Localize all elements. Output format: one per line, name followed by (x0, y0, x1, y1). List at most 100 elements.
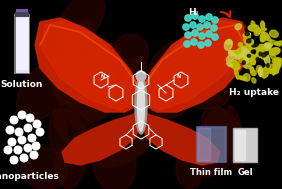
Ellipse shape (244, 65, 252, 69)
Ellipse shape (243, 58, 249, 64)
Ellipse shape (246, 49, 252, 53)
Circle shape (184, 41, 190, 47)
Ellipse shape (167, 81, 199, 99)
Polygon shape (35, 18, 141, 112)
Ellipse shape (81, 136, 148, 162)
Ellipse shape (250, 56, 254, 62)
Circle shape (15, 128, 23, 136)
Ellipse shape (250, 67, 254, 72)
Circle shape (4, 146, 12, 154)
Ellipse shape (244, 53, 251, 59)
Circle shape (28, 134, 36, 142)
Circle shape (24, 124, 32, 132)
Ellipse shape (261, 33, 269, 40)
Ellipse shape (244, 44, 253, 51)
Bar (233, 128, 257, 162)
Ellipse shape (251, 21, 255, 27)
Ellipse shape (250, 49, 259, 57)
Ellipse shape (235, 46, 244, 54)
Ellipse shape (160, 67, 229, 109)
Ellipse shape (245, 32, 249, 36)
Ellipse shape (254, 28, 261, 36)
Ellipse shape (139, 74, 207, 92)
Ellipse shape (249, 47, 261, 54)
Ellipse shape (92, 135, 136, 189)
Bar (15, 12, 29, 17)
Ellipse shape (249, 53, 255, 65)
Ellipse shape (253, 49, 263, 58)
Circle shape (199, 33, 205, 39)
Circle shape (185, 32, 191, 38)
Ellipse shape (63, 19, 93, 61)
Circle shape (192, 13, 198, 19)
Bar (16, 9, 28, 16)
Ellipse shape (263, 33, 271, 42)
Ellipse shape (270, 53, 276, 61)
Ellipse shape (253, 50, 255, 54)
Ellipse shape (272, 58, 282, 64)
Ellipse shape (248, 40, 254, 46)
Circle shape (33, 120, 41, 128)
Text: Thin film: Thin film (190, 168, 232, 177)
Ellipse shape (54, 108, 87, 148)
Ellipse shape (213, 37, 242, 77)
Bar (235, 130, 245, 160)
Ellipse shape (254, 48, 262, 53)
Circle shape (36, 128, 44, 136)
Ellipse shape (54, 83, 98, 143)
Ellipse shape (242, 47, 250, 58)
Polygon shape (62, 110, 141, 165)
Text: N: N (177, 74, 181, 80)
Ellipse shape (224, 39, 232, 50)
Ellipse shape (270, 40, 281, 46)
Circle shape (10, 156, 18, 164)
Ellipse shape (258, 48, 265, 55)
Ellipse shape (251, 50, 254, 53)
Circle shape (211, 25, 217, 31)
Ellipse shape (248, 53, 254, 57)
Circle shape (18, 136, 26, 144)
Ellipse shape (155, 68, 177, 84)
Ellipse shape (252, 46, 256, 55)
Ellipse shape (254, 53, 258, 58)
Ellipse shape (270, 30, 278, 37)
Ellipse shape (252, 45, 256, 47)
Circle shape (183, 24, 189, 30)
Circle shape (32, 142, 40, 150)
Ellipse shape (267, 64, 269, 67)
Ellipse shape (258, 52, 262, 57)
Ellipse shape (152, 68, 195, 118)
Circle shape (206, 14, 212, 20)
Ellipse shape (235, 68, 239, 79)
Circle shape (190, 22, 196, 28)
Ellipse shape (256, 57, 259, 61)
Ellipse shape (252, 46, 257, 57)
Text: Gel: Gel (237, 168, 253, 177)
Ellipse shape (138, 79, 144, 131)
Bar (198, 128, 210, 160)
Polygon shape (141, 18, 247, 112)
Ellipse shape (143, 89, 158, 124)
Ellipse shape (243, 48, 247, 56)
Ellipse shape (171, 79, 221, 103)
Ellipse shape (230, 60, 240, 70)
Ellipse shape (262, 67, 269, 78)
Ellipse shape (149, 39, 200, 88)
Circle shape (18, 111, 26, 119)
Ellipse shape (70, 83, 88, 102)
Circle shape (185, 15, 191, 21)
Ellipse shape (247, 39, 251, 43)
Ellipse shape (258, 48, 268, 54)
Ellipse shape (231, 50, 243, 56)
Ellipse shape (269, 48, 280, 55)
Circle shape (14, 146, 22, 154)
Ellipse shape (256, 66, 263, 73)
Circle shape (199, 16, 205, 22)
Ellipse shape (156, 62, 189, 94)
Text: Solution: Solution (1, 80, 43, 89)
Ellipse shape (202, 107, 242, 150)
Ellipse shape (60, 138, 88, 189)
Ellipse shape (244, 61, 252, 66)
Ellipse shape (54, 147, 69, 177)
Ellipse shape (238, 55, 246, 63)
